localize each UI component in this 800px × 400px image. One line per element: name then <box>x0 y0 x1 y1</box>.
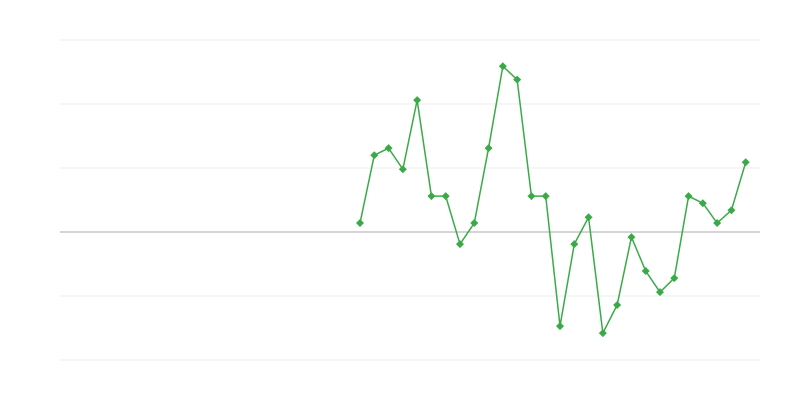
point <box>456 240 464 249</box>
point <box>427 192 436 201</box>
point <box>713 219 722 228</box>
point <box>470 219 479 228</box>
point <box>598 329 607 338</box>
point <box>656 288 664 297</box>
point <box>513 75 522 84</box>
point <box>698 199 707 208</box>
point <box>641 267 650 276</box>
line <box>359 64 747 336</box>
point <box>527 192 536 201</box>
point <box>384 144 393 153</box>
point <box>613 300 622 309</box>
point <box>584 213 593 222</box>
point <box>370 151 379 160</box>
point <box>484 144 493 153</box>
point <box>727 206 736 215</box>
point <box>627 233 636 242</box>
point <box>541 192 550 201</box>
point <box>556 322 564 331</box>
point <box>684 192 693 201</box>
point <box>498 62 507 71</box>
point <box>441 192 450 201</box>
point <box>670 274 679 283</box>
point <box>398 165 407 174</box>
point <box>570 240 579 249</box>
point <box>413 96 422 105</box>
point <box>741 158 750 167</box>
point <box>356 219 364 228</box>
